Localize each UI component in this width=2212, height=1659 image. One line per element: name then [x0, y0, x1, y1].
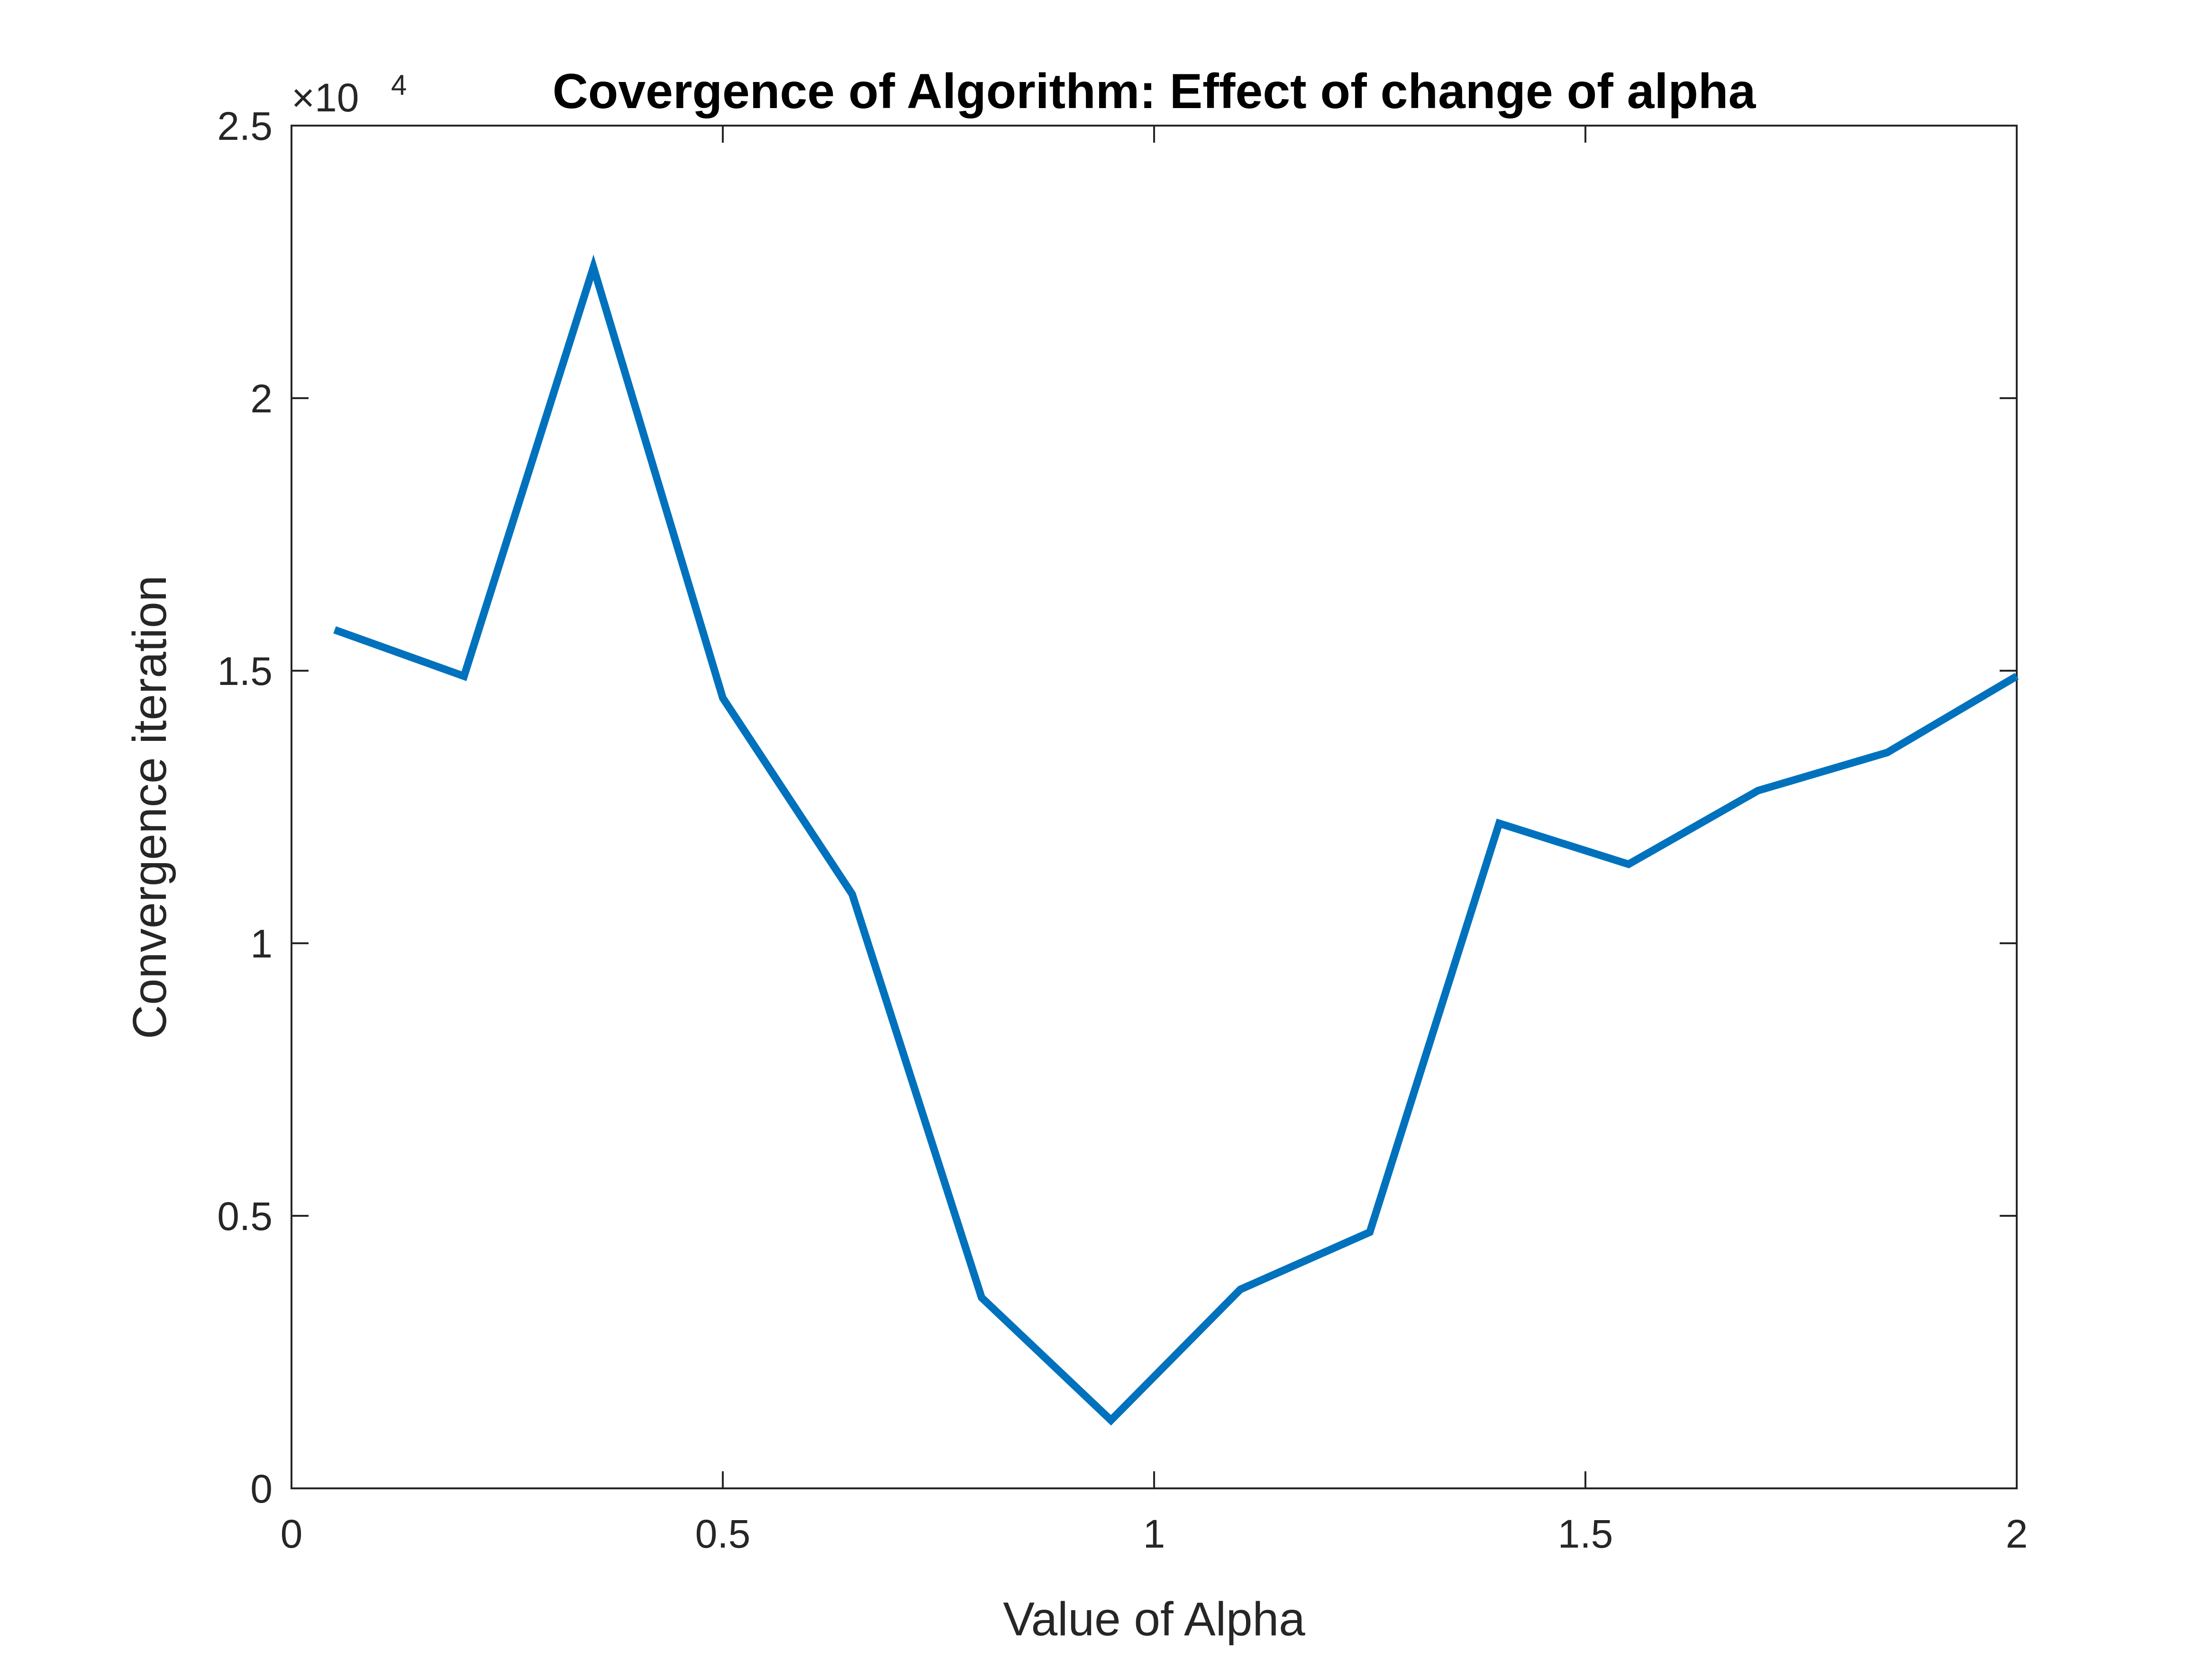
y-tick-label: 2.5: [217, 104, 273, 148]
x-axis-label: Value of Alpha: [1003, 1593, 1305, 1646]
x-tick-label: 2: [2006, 1512, 2028, 1556]
y-axis-ticks: 0 0.5 1 1.5 2 2.5: [217, 104, 2017, 1511]
data-point: [981, 1297, 982, 1298]
data-point: [1369, 1232, 1370, 1233]
data-point: [2016, 676, 2017, 677]
y-axis-exponent-power: 4: [391, 69, 407, 101]
x-tick-label: 1: [1143, 1512, 1165, 1556]
chart-title: Covergence of Algorithm: Effect of chang…: [553, 64, 1757, 119]
series-line: [333, 254, 2019, 1426]
x-tick-label: 0.5: [695, 1512, 751, 1556]
x-axis-ticks: 0 0.5 1 1.5 2: [281, 126, 2028, 1556]
data-point: [852, 894, 853, 895]
data-point: [1628, 864, 1629, 865]
y-tick-label: 2: [250, 376, 273, 421]
y-axis-exponent-times: ×10: [291, 75, 359, 120]
data-point: [1240, 1289, 1241, 1290]
y-tick-label: 0.5: [217, 1194, 273, 1239]
x-tick-label: 0: [281, 1512, 303, 1556]
series-layer: [333, 254, 2019, 1426]
y-tick-label: 1: [250, 921, 273, 966]
data-point: [334, 629, 335, 630]
data-point: [1887, 752, 1888, 753]
x-tick-label: 1.5: [1558, 1512, 1613, 1556]
data-point: [593, 267, 594, 268]
data-point: [1757, 790, 1758, 791]
y-tick-label: 0: [250, 1467, 273, 1511]
y-tick-label: 1.5: [217, 649, 273, 693]
data-point: [1499, 823, 1500, 824]
y-axis-label: Convergence iteration: [123, 575, 176, 1039]
plot-area: [291, 125, 2018, 1489]
data-point: [722, 698, 723, 699]
